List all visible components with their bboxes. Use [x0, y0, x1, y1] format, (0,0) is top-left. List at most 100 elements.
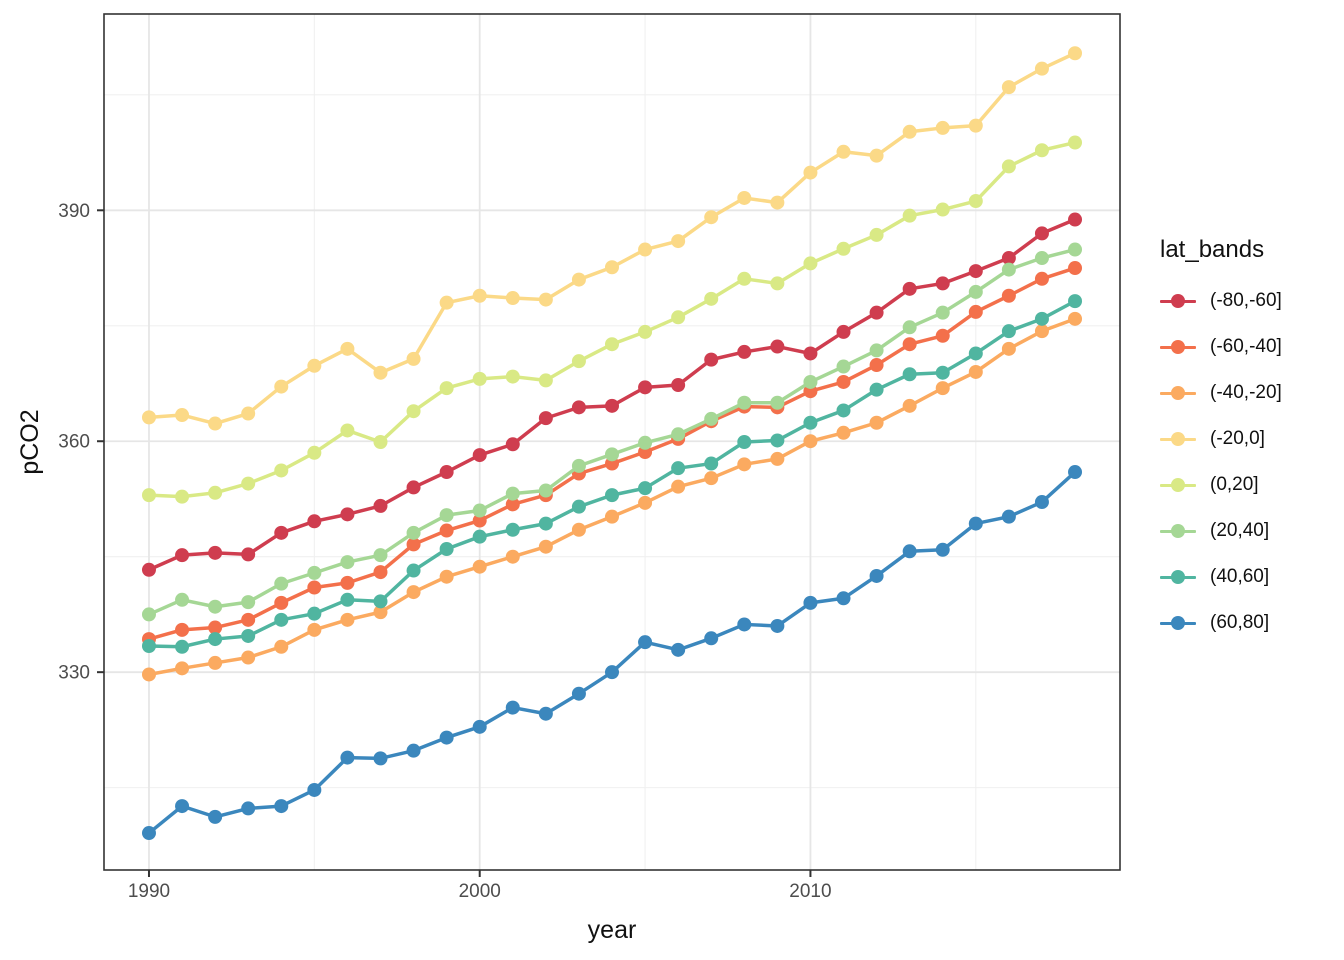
data-point [241, 476, 256, 491]
data-point [737, 190, 752, 205]
data-point [836, 241, 851, 256]
data-point [935, 542, 950, 557]
data-point [241, 801, 256, 816]
data-point [141, 638, 156, 653]
data-point [968, 516, 983, 531]
data-point [737, 617, 752, 632]
data-point [141, 410, 156, 425]
data-point [538, 373, 553, 388]
data-point [704, 631, 719, 646]
data-point [538, 292, 553, 307]
data-point [439, 569, 454, 584]
data-point [274, 525, 289, 540]
legend-key-icon [1160, 431, 1196, 447]
data-point [208, 485, 223, 500]
data-point [1068, 135, 1083, 150]
data-point [472, 288, 487, 303]
data-point [638, 435, 653, 450]
data-point [373, 548, 388, 563]
legend-item-label: (0,20] [1210, 474, 1259, 495]
data-point [869, 343, 884, 358]
data-point [439, 508, 454, 523]
data-point [406, 525, 421, 540]
data-point [869, 568, 884, 583]
data-point [340, 507, 355, 522]
data-point [340, 555, 355, 570]
data-point [770, 195, 785, 210]
data-point [373, 605, 388, 620]
data-point [1034, 311, 1049, 326]
legend-item-label: (-20,0] [1210, 428, 1265, 449]
data-point [638, 242, 653, 257]
data-point [208, 655, 223, 670]
data-point [935, 381, 950, 396]
data-point [571, 354, 586, 369]
data-point [340, 423, 355, 438]
data-point [307, 358, 322, 373]
legend-item-label: (40,60] [1210, 566, 1270, 587]
data-point [406, 743, 421, 758]
data-point [638, 495, 653, 510]
data-point [902, 398, 917, 413]
data-point [836, 359, 851, 374]
data-point [737, 271, 752, 286]
data-point [935, 202, 950, 217]
legend-item-0: (-80,-60] [1160, 278, 1344, 324]
data-point [1034, 226, 1049, 241]
data-point [373, 594, 388, 609]
data-point [605, 488, 619, 503]
data-point [1034, 143, 1049, 158]
data-point [803, 346, 818, 361]
data-point [340, 341, 355, 356]
data-point [671, 461, 686, 476]
data-point [704, 291, 719, 306]
data-point [737, 457, 752, 472]
data-point [836, 403, 851, 418]
legend-title: lat_bands [1160, 236, 1265, 263]
data-point [175, 799, 190, 814]
data-point [869, 358, 884, 373]
data-point [241, 612, 256, 627]
data-point [869, 148, 884, 163]
data-point [1034, 251, 1049, 266]
data-point [406, 585, 421, 600]
data-point [605, 665, 619, 680]
y-axis-title: pCO2 [16, 409, 44, 474]
data-point [571, 272, 586, 287]
data-point [671, 310, 686, 325]
data-point [307, 445, 322, 460]
data-point [770, 433, 785, 448]
data-point [208, 545, 223, 560]
data-point [307, 782, 322, 797]
data-point [571, 522, 586, 537]
data-point [571, 458, 586, 473]
data-point [208, 809, 223, 824]
data-point [770, 276, 785, 291]
data-point [1001, 262, 1016, 277]
data-point [1001, 288, 1016, 303]
data-point [373, 751, 388, 766]
data-point [406, 480, 421, 495]
x-tick-label: 1990 [128, 881, 170, 902]
data-point [175, 489, 190, 504]
data-point [1034, 61, 1049, 76]
data-point [208, 632, 223, 647]
data-point [274, 379, 289, 394]
legend-item-3: (-20,0] [1160, 416, 1344, 462]
y-tick-label: 390 [58, 201, 90, 222]
data-point [1068, 465, 1083, 480]
data-point [704, 471, 719, 486]
data-point [175, 661, 190, 676]
data-point [770, 618, 785, 633]
data-point [472, 503, 487, 518]
data-point [472, 448, 487, 463]
legend-key-icon [1160, 339, 1196, 355]
data-point [406, 537, 421, 552]
data-point [935, 328, 950, 343]
data-point [439, 523, 454, 538]
data-point [538, 411, 553, 426]
data-point [869, 415, 884, 430]
data-point [505, 549, 520, 564]
data-point [340, 612, 355, 627]
